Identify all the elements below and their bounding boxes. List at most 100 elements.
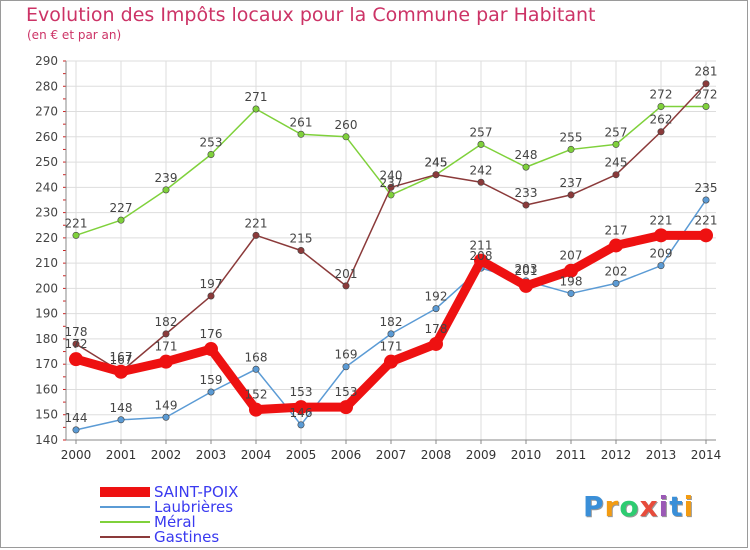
data-point-laubrieres: [252, 365, 260, 373]
data-label-gastines: 167: [110, 353, 133, 367]
y-tick-label: 160: [35, 382, 58, 396]
data-label-saint-poix: 153: [290, 385, 313, 399]
data-point-gastines: [207, 292, 215, 300]
data-point-gastines: [657, 128, 665, 136]
data-label-saint-poix: 152: [245, 388, 268, 402]
x-tick-label: 2001: [106, 448, 137, 462]
data-point-gastines: [432, 171, 440, 179]
data-label-meral: 272: [650, 87, 673, 101]
data-label-saint-poix: 153: [335, 385, 358, 399]
data-label-gastines: 281: [695, 65, 718, 79]
data-point-gastines: [387, 183, 395, 191]
data-label-meral: 255: [560, 130, 583, 144]
data-label-saint-poix: 221: [695, 213, 718, 227]
y-tick-label: 150: [35, 408, 58, 422]
data-point-gastines: [567, 191, 575, 199]
data-label-gastines: 221: [245, 216, 268, 230]
data-point-laubrieres: [72, 426, 80, 434]
data-label-laubrieres: 235: [695, 181, 718, 195]
logo-letter: r: [604, 490, 620, 523]
data-label-meral: 261: [290, 115, 313, 129]
x-tick-label: 2008: [421, 448, 452, 462]
data-label-saint-poix: 171: [155, 340, 178, 354]
data-point-saint-poix: [564, 263, 578, 278]
y-tick-label: 210: [35, 256, 58, 270]
x-tick-label: 2003: [196, 448, 227, 462]
data-label-gastines: 215: [290, 232, 313, 246]
data-point-saint-poix: [69, 352, 83, 367]
data-label-laubrieres: 203: [515, 262, 538, 276]
data-point-laubrieres: [432, 305, 440, 313]
data-point-saint-poix: [699, 228, 713, 243]
logo-letter: o: [619, 490, 640, 523]
data-label-saint-poix: 211: [470, 239, 493, 253]
y-tick-label: 200: [35, 281, 58, 295]
data-label-gastines: 182: [155, 315, 178, 329]
data-label-meral: 248: [515, 148, 538, 162]
series-layer: [69, 80, 713, 434]
data-point-meral: [297, 130, 305, 138]
y-tick-label: 280: [35, 79, 58, 93]
x-tick-label: 2010: [511, 448, 542, 462]
data-label-laubrieres: 149: [155, 398, 178, 412]
data-point-saint-poix: [339, 400, 353, 415]
data-point-laubrieres: [117, 416, 125, 424]
data-point-saint-poix: [519, 278, 533, 293]
data-point-laubrieres: [297, 421, 305, 429]
x-tick-label: 2002: [151, 448, 182, 462]
x-tick-label: 2000: [61, 448, 92, 462]
data-point-saint-poix: [474, 253, 488, 268]
data-point-meral: [162, 186, 170, 194]
data-point-gastines: [477, 178, 485, 186]
data-point-meral: [72, 231, 80, 239]
data-label-gastines: 237: [560, 176, 583, 190]
data-label-laubrieres: 148: [110, 401, 133, 415]
data-point-saint-poix: [429, 336, 443, 351]
data-point-laubrieres: [657, 262, 665, 270]
data-point-meral: [477, 140, 485, 148]
x-tick-label: 2005: [286, 448, 317, 462]
y-tick-label: 140: [35, 433, 58, 447]
data-point-laubrieres: [162, 413, 170, 421]
data-label-laubrieres: 159: [200, 373, 223, 387]
data-point-meral: [207, 150, 215, 158]
data-point-meral: [702, 102, 710, 110]
data-point-meral: [117, 216, 125, 224]
data-point-gastines: [522, 201, 530, 209]
data-label-laubrieres: 146: [290, 406, 313, 420]
x-tick-label: 2004: [241, 448, 272, 462]
data-point-meral: [657, 102, 665, 110]
y-tick-label: 190: [35, 307, 58, 321]
data-point-gastines: [612, 171, 620, 179]
x-tick-label: 2011: [556, 448, 587, 462]
x-tick-label: 2012: [601, 448, 632, 462]
data-label-meral: 237: [380, 176, 403, 190]
data-label-laubrieres: 192: [425, 290, 448, 304]
data-label-meral: 271: [245, 90, 268, 104]
data-point-saint-poix: [114, 364, 128, 379]
data-label-laubrieres: 169: [335, 348, 358, 362]
data-label-saint-poix: 217: [605, 223, 628, 237]
data-label-meral: 239: [155, 171, 178, 185]
data-label-meral: 260: [335, 118, 358, 132]
x-tick-label: 2007: [376, 448, 407, 462]
data-label-laubrieres: 209: [650, 247, 673, 261]
logo-letter: i: [683, 490, 695, 523]
data-label-gastines: 242: [470, 163, 493, 177]
data-label-laubrieres: 168: [245, 350, 268, 364]
data-label-meral: 257: [470, 125, 493, 139]
x-tick-label: 2006: [331, 448, 362, 462]
data-label-laubrieres: 182: [380, 315, 403, 329]
data-label-laubrieres: 202: [605, 264, 628, 278]
data-label-meral: 227: [110, 201, 133, 215]
data-point-meral: [567, 145, 575, 153]
logo-letter: i: [658, 490, 670, 523]
data-label-gastines: 262: [650, 113, 673, 127]
data-point-laubrieres: [702, 196, 710, 204]
data-label-saint-poix: 178: [425, 322, 448, 336]
y-tick-label: 250: [35, 155, 58, 169]
logo-letter: x: [639, 490, 659, 523]
data-point-saint-poix: [294, 400, 308, 415]
data-label-meral: 253: [200, 135, 223, 149]
